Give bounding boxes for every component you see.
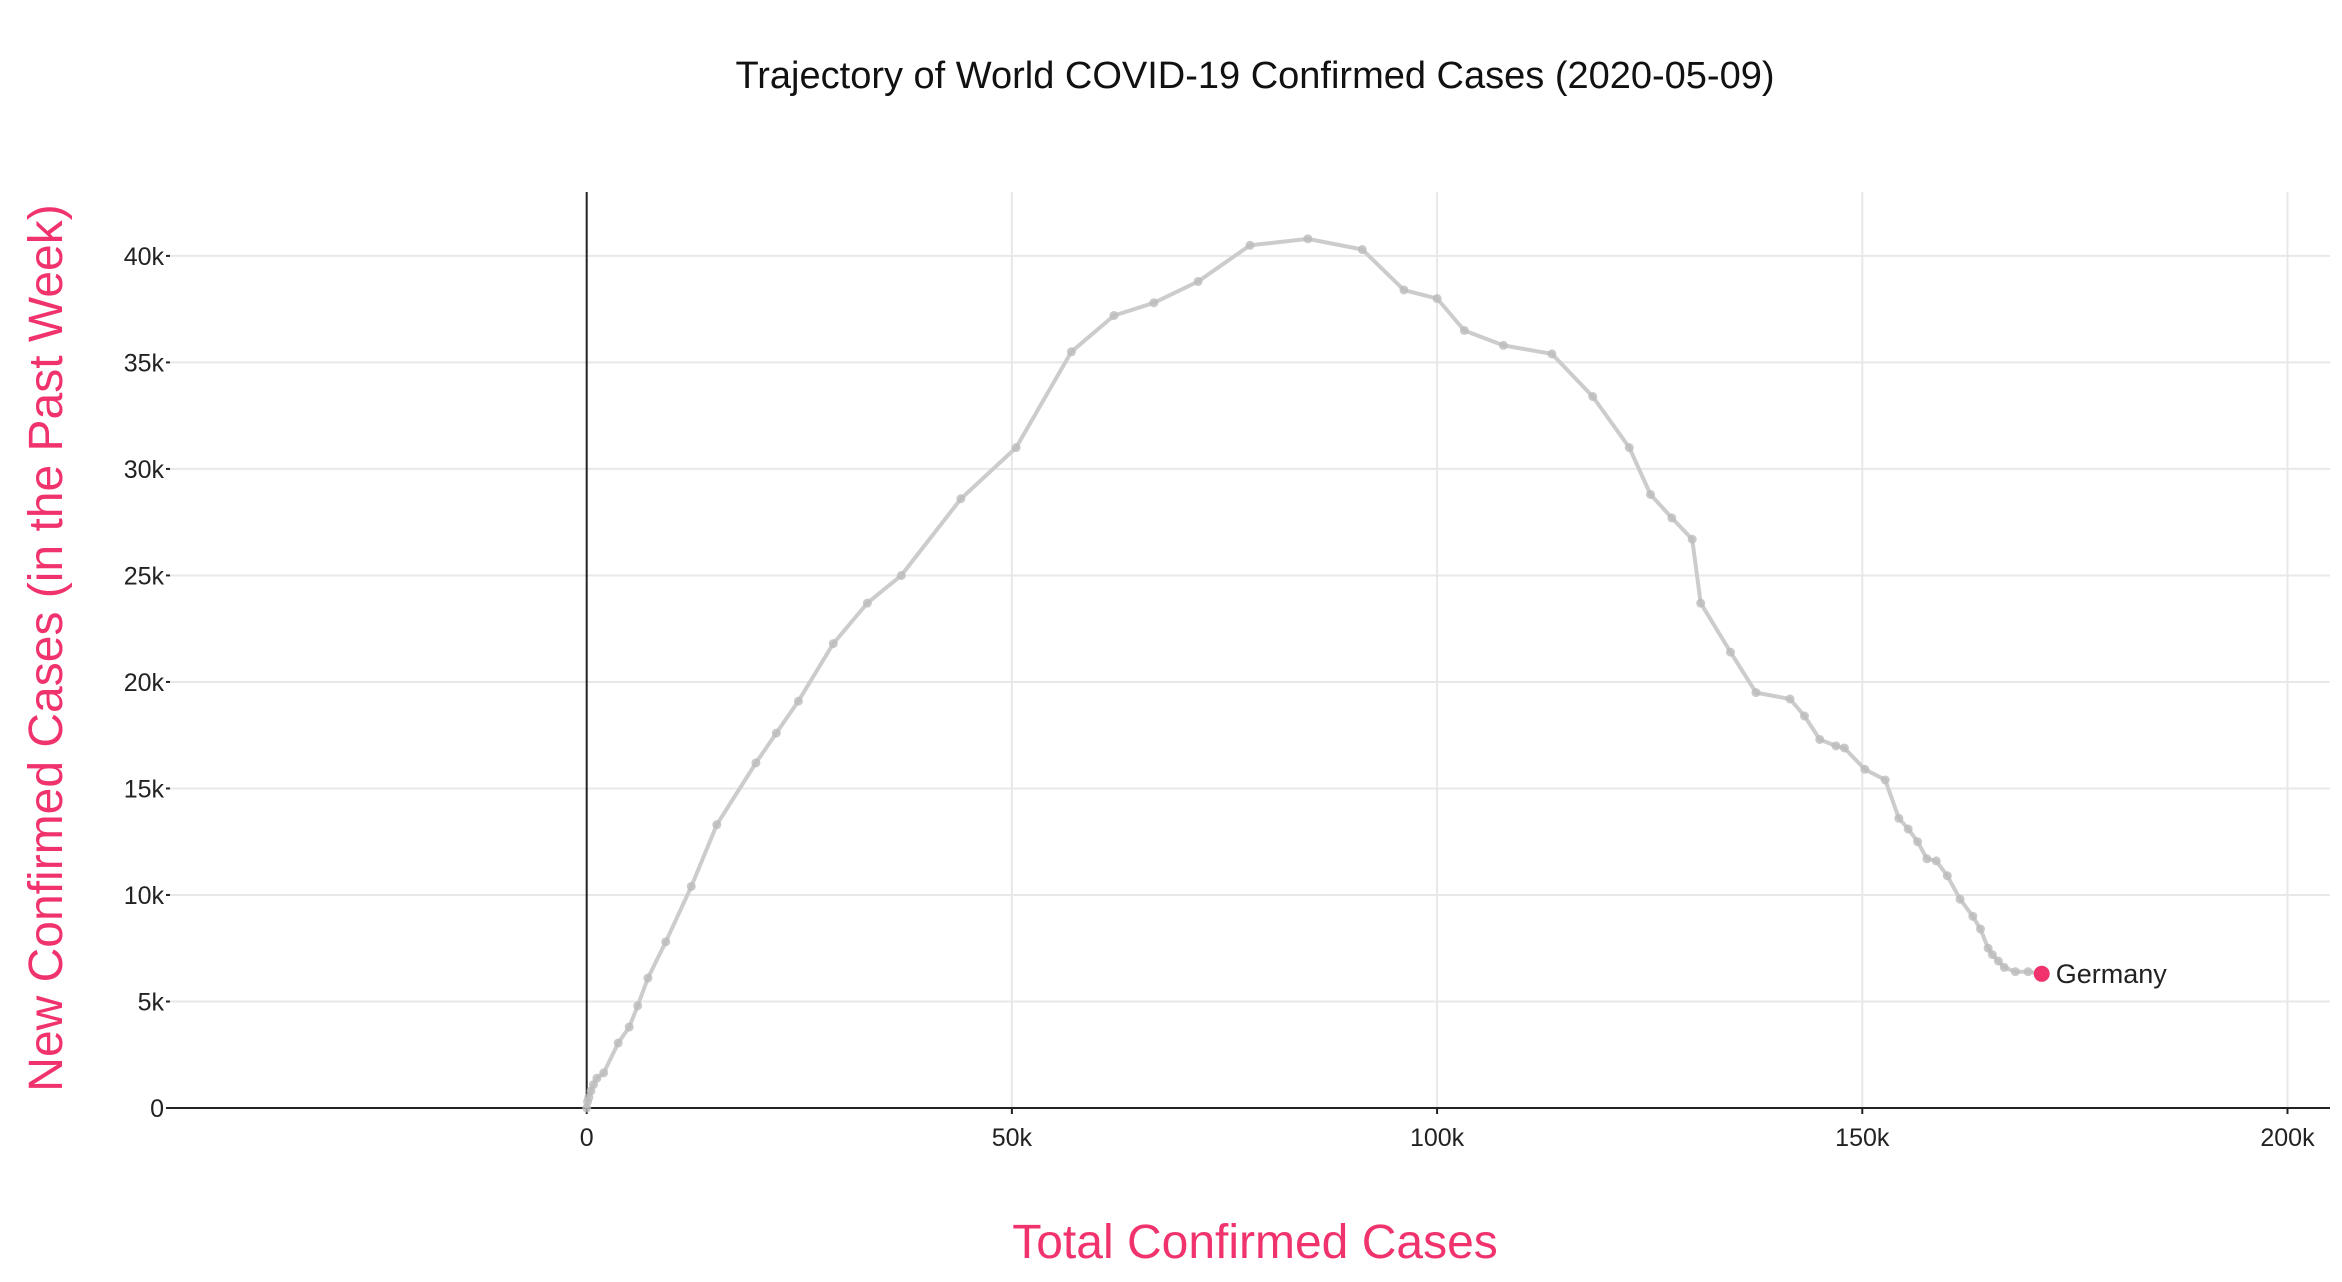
data-point xyxy=(751,758,761,768)
data-point xyxy=(1588,392,1598,402)
data-point xyxy=(1193,276,1203,286)
data-point xyxy=(1860,764,1870,774)
y-axis-label: New Confirmed Cases (in the Past Week) xyxy=(20,204,73,1091)
data-point xyxy=(1975,924,1985,934)
data-point xyxy=(1303,234,1313,244)
data-point xyxy=(1839,743,1849,753)
data-point xyxy=(793,696,803,706)
y-tick-label: 35k xyxy=(124,349,165,377)
y-tick-label: 15k xyxy=(124,775,165,803)
data-point xyxy=(1751,688,1761,698)
data-point xyxy=(1624,443,1634,453)
data-point xyxy=(2010,967,2020,977)
data-point xyxy=(624,1022,634,1032)
data-point xyxy=(1646,489,1656,499)
data-point xyxy=(643,973,653,983)
data-point xyxy=(1011,443,1021,453)
data-point xyxy=(1785,694,1795,704)
y-tick-label: 25k xyxy=(124,562,165,590)
data-point xyxy=(771,728,781,738)
data-point xyxy=(1983,943,1993,953)
series-layer xyxy=(582,234,2050,1113)
axes-layer xyxy=(166,192,2330,1114)
y-tick-label: 20k xyxy=(124,669,165,697)
y-tick-label: 10k xyxy=(124,882,165,910)
x-axis-label: Total Confirmed Cases xyxy=(1012,1216,1498,1269)
data-point xyxy=(1968,911,1978,921)
ticks-layer: 0 5k 10k 15k 20k 25k 30k 35k 40k 0 50k 100k 150k 200k xyxy=(124,243,2315,1152)
data-point xyxy=(896,570,906,580)
series-line-germany xyxy=(584,236,2043,1109)
data-point xyxy=(1993,956,2003,966)
data-point xyxy=(1459,325,1469,335)
data-point xyxy=(1880,775,1890,785)
annotation-label-germany: Germany xyxy=(2056,959,2168,989)
data-point xyxy=(633,1001,643,1011)
x-tick-label: 150k xyxy=(1835,1124,1890,1152)
data-point xyxy=(1696,598,1706,608)
data-point xyxy=(1687,534,1697,544)
data-point xyxy=(1955,894,1965,904)
data-point xyxy=(686,881,696,891)
data-point xyxy=(1815,734,1825,744)
latest-point-germany xyxy=(2033,965,2050,982)
data-point xyxy=(1831,741,1841,751)
data-point xyxy=(1109,311,1119,321)
data-point xyxy=(1894,813,1904,823)
y-tick-label: 5k xyxy=(138,988,165,1016)
data-point xyxy=(828,639,838,649)
data-point xyxy=(1799,711,1809,721)
data-point xyxy=(661,937,671,947)
data-point xyxy=(1357,245,1367,255)
y-tick-label: 40k xyxy=(124,243,165,271)
data-point xyxy=(1667,513,1677,523)
data-point xyxy=(1942,871,1952,881)
data-point xyxy=(1913,837,1923,847)
x-tick-label: 200k xyxy=(2260,1124,2315,1152)
y-tick-label: 0 xyxy=(150,1095,164,1123)
data-point xyxy=(712,820,722,830)
data-point xyxy=(1547,349,1557,359)
data-point xyxy=(2023,967,2033,977)
data-point xyxy=(1066,347,1076,357)
data-point xyxy=(1432,294,1442,304)
data-point xyxy=(1987,950,1997,960)
data-point xyxy=(862,598,872,608)
data-point xyxy=(1245,240,1255,250)
data-point xyxy=(1498,340,1508,350)
data-point xyxy=(599,1068,609,1078)
data-point xyxy=(1999,962,2009,972)
data-point xyxy=(1399,285,1409,295)
x-tick-label: 0 xyxy=(580,1124,594,1152)
data-point xyxy=(613,1038,623,1048)
grid-layer xyxy=(170,192,2330,1108)
data-point xyxy=(1922,854,1932,864)
x-tick-label: 100k xyxy=(1410,1124,1465,1152)
data-point xyxy=(1725,647,1735,657)
x-tick-label: 50k xyxy=(992,1124,1033,1152)
y-tick-label: 30k xyxy=(124,456,165,484)
data-point xyxy=(956,494,966,504)
data-point xyxy=(1903,824,1913,834)
data-point xyxy=(1149,298,1159,308)
data-point xyxy=(1931,856,1941,866)
chart-title: Trajectory of World COVID-19 Confirmed C… xyxy=(735,55,1774,97)
data-point xyxy=(592,1073,602,1083)
